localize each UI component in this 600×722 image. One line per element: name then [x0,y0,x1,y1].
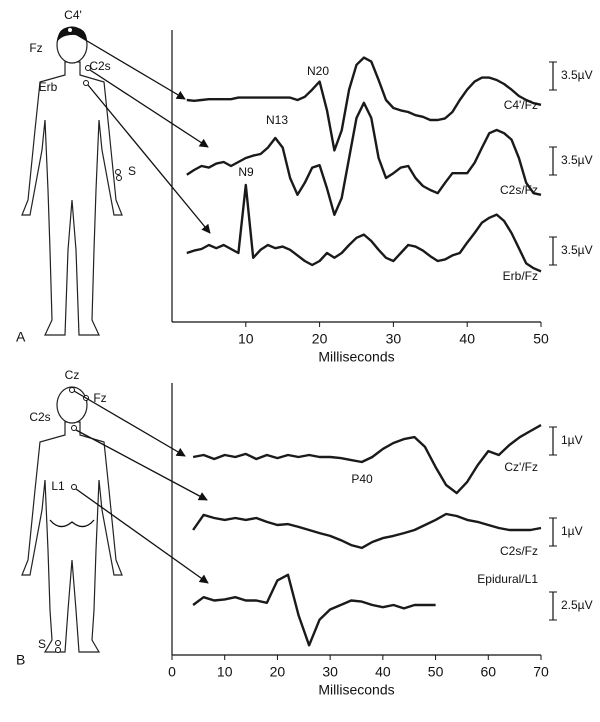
arrow [71,31,186,100]
x-tick-label: 20 [312,331,328,347]
x-tick-label: 0 [168,664,176,680]
body-back [21,386,123,653]
trace [186,101,542,216]
x-tick-label: 40 [375,664,391,680]
peak-label: P40 [351,472,373,486]
trace-label: Epidural/L1 [477,572,538,586]
peak-label: N20 [307,64,329,78]
x-tick-label: 30 [322,664,338,680]
trace-label: C2s/Fz [500,183,538,197]
scale-label: 1µV [561,524,583,538]
x-tick-label: 70 [533,664,549,680]
electrode-label: L1 [51,479,65,493]
scale-label: 2.5µV [561,598,593,612]
x-tick-label: 50 [428,664,444,680]
body-front [21,26,123,336]
peak-label: N13 [266,113,288,127]
arrow [87,84,211,234]
x-axis-label: Milliseconds [318,682,394,698]
x-tick-label: 20 [270,664,286,680]
arrow [75,488,209,584]
electrode-label: Fz [29,41,42,55]
scale-label: 3.5µV [561,153,593,167]
electrode-label: S [128,164,136,178]
electrode-label: C2s [29,410,50,424]
trace-label: C4'/Fz [504,98,538,112]
x-tick-label: 10 [217,664,233,680]
x-axis-label: Milliseconds [318,349,394,365]
panel-letter: A [16,329,26,345]
trace-label: Erb/Fz [503,269,538,283]
scale-label: 1µV [561,433,583,447]
x-tick-label: 50 [533,331,549,347]
panel-letter: B [16,652,25,668]
trace-label: Cz'/Fz [504,460,538,474]
trace-label: C2s/Fz [500,544,538,558]
electrode-label: S [38,637,46,651]
trace [192,424,542,495]
trace [192,573,436,647]
electrode-label: Erb [39,80,58,94]
scale-label: 3.5µV [561,68,593,82]
x-tick-label: 30 [386,331,402,347]
trace [192,512,542,550]
x-tick-label: 60 [480,664,496,680]
trace [186,56,542,152]
electrode-label: C4' [64,8,82,22]
arrow [89,69,209,148]
electrode-label: Fz [93,391,106,405]
scale-label: 3.5µV [561,243,593,257]
arrow [73,390,186,457]
electrode-label: C2s [89,59,110,73]
electrode-label: Cz [65,368,80,382]
peak-label: N9 [238,165,254,179]
x-tick-label: 10 [238,331,254,347]
x-tick-label: 40 [459,331,475,347]
trace [186,183,542,273]
arrow [75,429,208,501]
